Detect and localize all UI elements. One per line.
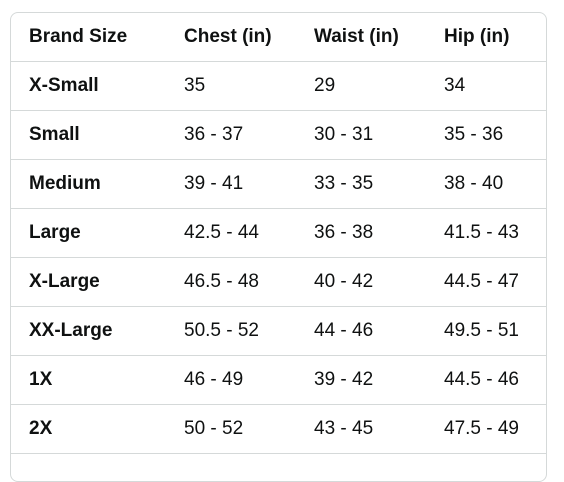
brand-size-cell: XX-Large [29,320,113,341]
hip-cell: 49.5 - 51 [444,320,519,341]
waist-cell: 29 [314,75,336,96]
brand-size-cell: 2X [29,418,53,439]
waist-cell: 40 - 42 [314,271,374,292]
chest-cell: 50 - 52 [184,418,244,439]
hip-cell: 41.5 - 43 [444,222,519,243]
chest-cell: 36 - 37 [184,124,244,145]
table-row: Small 36 - 37 30 - 31 35 - 36 [11,111,546,160]
hip-cell: 44.5 - 46 [444,369,519,390]
table-header-row: Brand Size Chest (in) Waist (in) Hip (in… [11,13,546,62]
table-row: 2X 50 - 52 43 - 45 47.5 - 49 [11,405,546,454]
hip-cell: 38 - 40 [444,173,504,194]
header-waist: Waist (in) [314,26,399,47]
table-row: Large 42.5 - 44 36 - 38 41.5 - 43 [11,209,546,258]
brand-size-cell: Small [29,124,80,145]
brand-size-cell: Large [29,222,81,243]
header-chest: Chest (in) [184,26,272,47]
table-row: X-Small 35 29 34 [11,62,546,111]
waist-cell: 36 - 38 [314,222,374,243]
waist-cell: 39 - 42 [314,369,374,390]
chest-cell: 35 [184,75,206,96]
waist-cell: 33 - 35 [314,173,374,194]
hip-cell: 35 - 36 [444,124,504,145]
table-row: 1X 46 - 49 39 - 42 44.5 - 46 [11,356,546,405]
waist-cell: 30 - 31 [314,124,374,145]
brand-size-cell: X-Large [29,271,100,292]
waist-cell: 43 - 45 [314,418,374,439]
chest-cell: 46 - 49 [184,369,244,390]
brand-size-cell: 1X [29,369,53,390]
brand-size-cell: X-Small [29,75,99,96]
chest-cell: 46.5 - 48 [184,271,259,292]
hip-cell: 44.5 - 47 [444,271,519,292]
hip-cell: 47.5 - 49 [444,418,519,439]
chest-cell: 42.5 - 44 [184,222,259,243]
hip-cell: 34 [444,75,466,96]
chest-cell: 50.5 - 52 [184,320,259,341]
header-brand-size: Brand Size [29,26,128,47]
chest-cell: 39 - 41 [184,173,244,194]
header-hip: Hip (in) [444,26,510,47]
size-chart-table: Brand Size Chest (in) Waist (in) Hip (in… [10,12,547,482]
table-row: Medium 39 - 41 33 - 35 38 - 40 [11,160,546,209]
table-row: X-Large 46.5 - 48 40 - 42 44.5 - 47 [11,258,546,307]
table-row: XX-Large 50.5 - 52 44 - 46 49.5 - 51 [11,307,546,356]
brand-size-cell: Medium [29,173,101,194]
waist-cell: 44 - 46 [314,320,374,341]
